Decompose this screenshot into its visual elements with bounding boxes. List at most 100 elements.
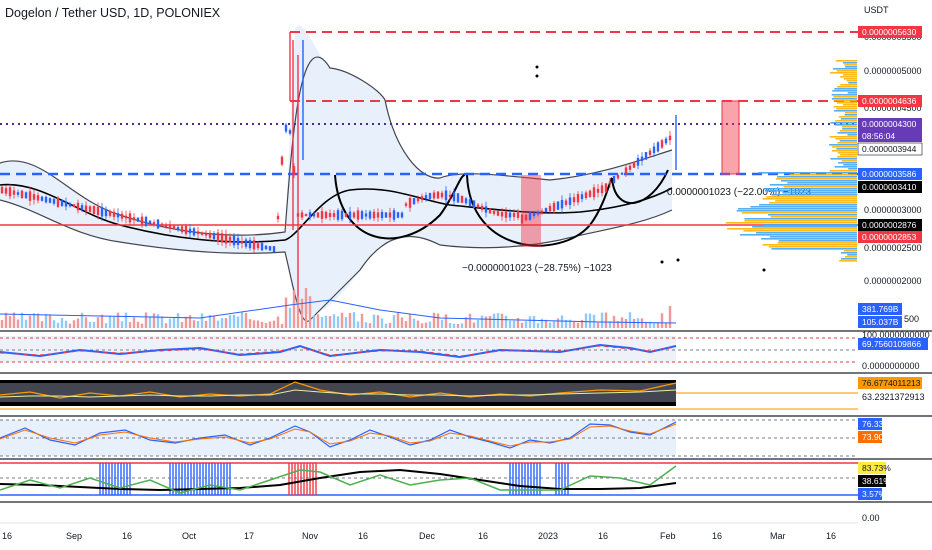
candle-body: [440, 192, 444, 198]
volume-profile-bar: [843, 164, 857, 166]
volume-bar: [628, 312, 632, 328]
volume-profile-bar: [840, 84, 857, 86]
candle-body: [544, 207, 548, 213]
volume-bar: [304, 288, 308, 328]
annotation-measure-1: 0.0000001023 (−22.00%) −1023: [667, 187, 811, 198]
time-tick-label: Sep: [66, 531, 82, 541]
volume-bar: [128, 322, 132, 328]
volume-bar: [340, 312, 344, 328]
price-axis: USDT 0.00000055000.00000050000.000000450…: [857, 5, 930, 523]
volume-bar: [428, 321, 432, 328]
candle-body: [652, 146, 656, 154]
candle-body: [592, 187, 596, 198]
volume-bar: [632, 318, 636, 328]
volume-profile-bar: [736, 210, 857, 212]
volume-profile-bar: [741, 212, 857, 214]
price-tag: [858, 231, 922, 243]
candle-body: [644, 152, 648, 160]
volume-bar: [292, 290, 296, 328]
volume-bar: [96, 317, 100, 328]
volume-bar: [376, 315, 380, 328]
candle-body: [348, 211, 352, 219]
candle-body: [220, 233, 224, 243]
price-tick-label: 0.0000002000: [864, 276, 922, 286]
candle-body: [588, 190, 592, 197]
candle-body: [284, 124, 288, 132]
volume-bar: [12, 312, 16, 328]
volume-bar: [464, 317, 468, 328]
price-tick-label: 0.0000003000: [864, 205, 922, 215]
volume-tag: [858, 303, 902, 315]
volume-bar: [456, 323, 460, 328]
candle-body: [392, 210, 396, 220]
candle-body: [28, 191, 32, 201]
time-tick-label: 17: [244, 531, 254, 541]
candle-body: [580, 194, 584, 200]
volume-bar: [512, 320, 516, 328]
candle-body: [504, 211, 508, 218]
volume-bar: [280, 323, 284, 328]
volume-profile-bar: [739, 234, 857, 236]
candle-body: [628, 165, 632, 170]
candle-body: [88, 206, 92, 212]
volume-bar: [80, 312, 84, 328]
volume-bar: [540, 318, 544, 328]
candle-body: [56, 197, 60, 207]
candle-body: [528, 212, 532, 220]
volume-bar: [140, 323, 144, 328]
marker-dot: [676, 258, 680, 262]
price-tag-label: 0.0000002876: [862, 220, 917, 230]
volume-bar: [368, 323, 372, 328]
candle-body: [560, 199, 564, 209]
volume-profile-bar: [837, 86, 857, 88]
price-tag: [858, 95, 922, 107]
volume-bar: [584, 313, 588, 328]
candle-body: [668, 135, 672, 141]
price-tick-label: 0.0000005000: [864, 66, 922, 76]
volume-bar: [176, 313, 180, 328]
volume-bar: [624, 318, 628, 328]
marker-dot: [660, 260, 664, 264]
volume-bar: [388, 322, 392, 328]
volume-bar: [160, 316, 164, 328]
candle-body: [324, 211, 328, 219]
volume-bar: [136, 321, 140, 328]
volume-bar: [76, 318, 80, 328]
volume-bar: [268, 321, 272, 328]
time-axis: 16 Sep 16 Oct 17 Nov 16 Dec 16 2023 16 Feb 16 Mar 16: [2, 531, 836, 541]
time-tick-label: Nov: [302, 531, 319, 541]
volume-bar: [656, 322, 660, 328]
volume-bar: [576, 322, 580, 328]
volume-bar: [64, 320, 68, 328]
volume-profile-bar: [840, 76, 857, 78]
candle-body: [620, 172, 624, 175]
volume-profile-bar: [766, 196, 857, 198]
candle-body: [104, 209, 108, 217]
volume-bar: [440, 319, 444, 328]
candle-body: [376, 212, 380, 218]
candle-body: [524, 214, 528, 221]
volume-bar: [580, 319, 584, 328]
volume-profile-bar: [836, 70, 857, 72]
candle-body: [612, 176, 616, 184]
candle-body: [248, 239, 252, 249]
price-tag-label: 08:56:04: [862, 131, 895, 141]
volume-bar: [372, 314, 376, 328]
volume-bars: [0, 288, 672, 328]
volume-profile-bar: [737, 208, 857, 210]
volume-bar: [448, 323, 452, 328]
candle-body: [404, 203, 408, 206]
candle-body: [416, 197, 420, 202]
candle-body: [260, 242, 264, 251]
volume-bar: [536, 323, 540, 328]
volume-bar: [472, 322, 476, 328]
volume-bar: [24, 319, 28, 328]
volume-profile-bar: [837, 132, 857, 134]
marker-dot: [762, 268, 766, 272]
indicator-tag-label: 38.61%: [862, 476, 891, 486]
candle-body: [212, 233, 216, 240]
volume-profile-bar: [762, 198, 857, 200]
candle-body: [84, 205, 88, 212]
candle-body: [272, 246, 276, 253]
